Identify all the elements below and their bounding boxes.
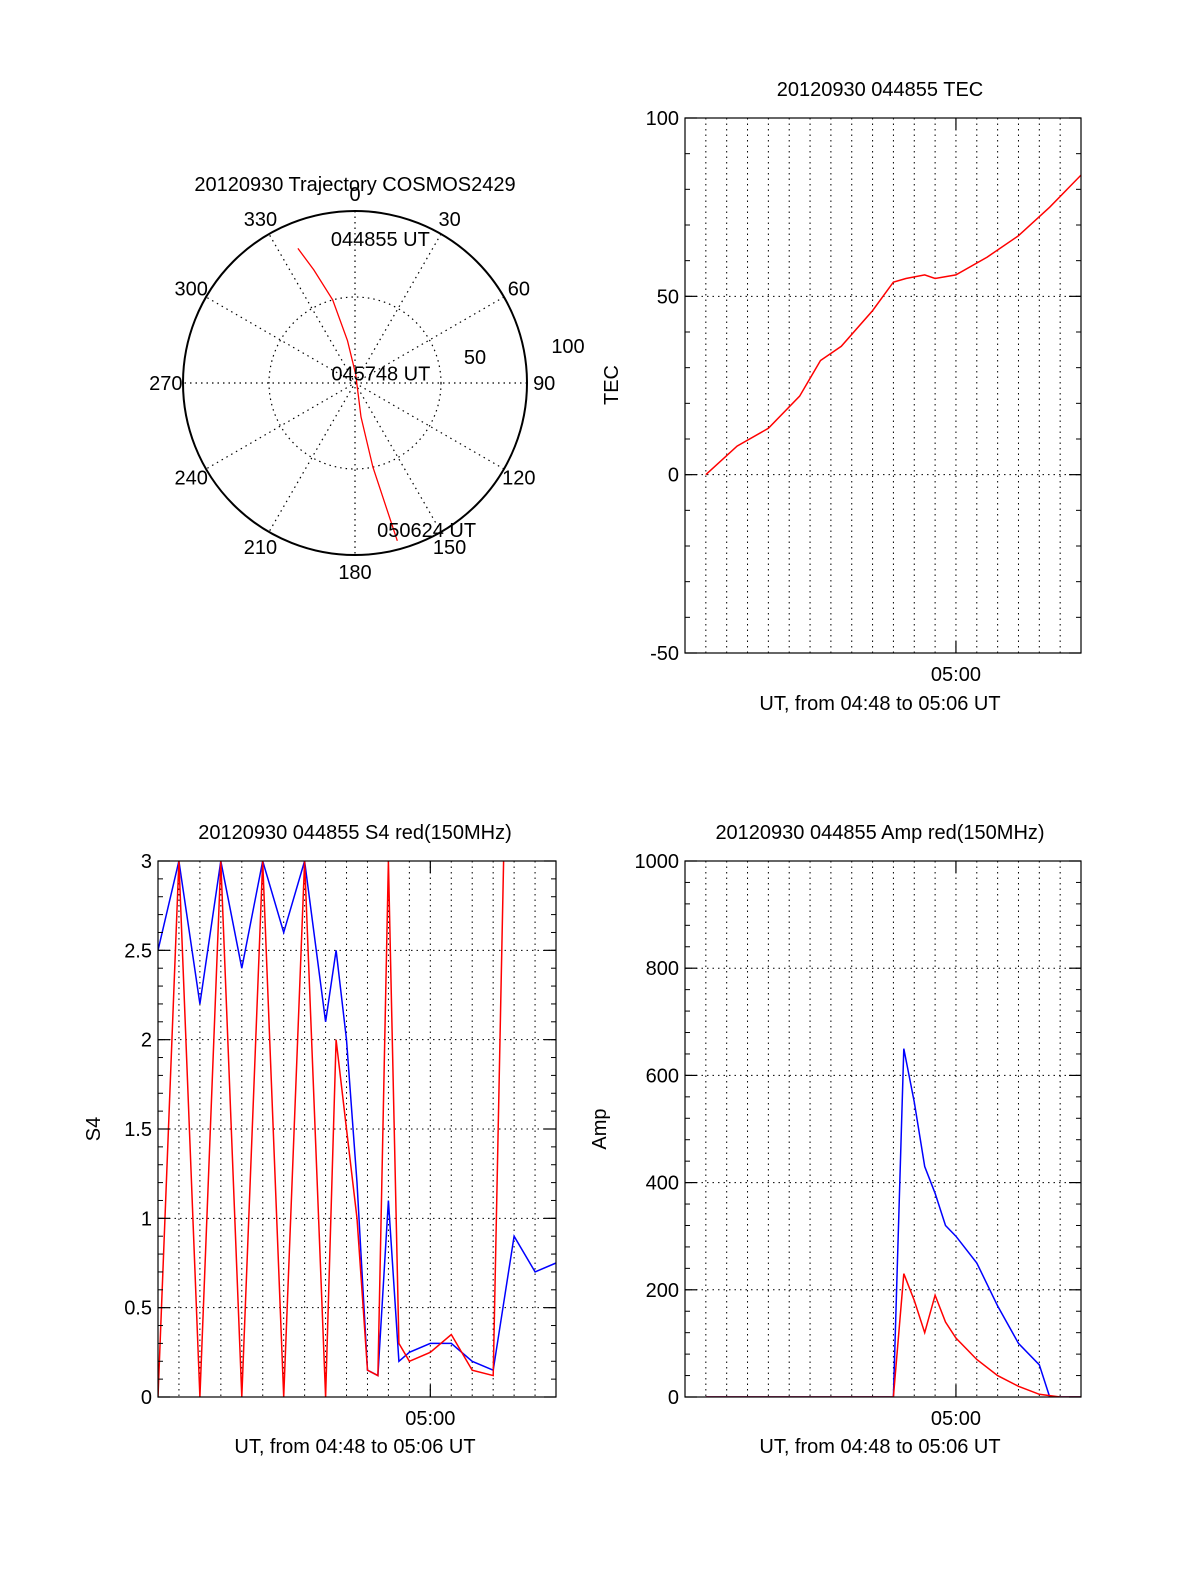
- amp-plot-area: 0 200 400 600 800 1000 05:00: [635, 851, 1082, 1430]
- tec-panel: 20120930 044855 TEC UT, from 04:48 to 05…: [601, 79, 1082, 715]
- y-tick-label: 100: [646, 108, 679, 130]
- polar-panel: 20120930 Trajectory COSMOS2429 0 30 60 90 12…: [149, 174, 585, 584]
- time-annotation: 045748 UT: [331, 364, 430, 386]
- y-tick-label: 2.5: [124, 940, 152, 962]
- y-tick-label: 400: [646, 1173, 679, 1195]
- y-tick-label: 200: [646, 1280, 679, 1302]
- tec-plot-area: -50 0 50 100 05:00: [646, 108, 1082, 686]
- y-tick-label: 1.5: [124, 1119, 152, 1141]
- angle-tick-label: 180: [338, 562, 371, 584]
- x-tick-label: 05:00: [405, 1408, 455, 1430]
- angle-tick-label: 30: [438, 209, 460, 231]
- y-tick-label: 800: [646, 958, 679, 980]
- angle-tick-label: 210: [244, 537, 277, 559]
- chart-title: 20120930 044855 Amp red(150MHz): [715, 822, 1044, 844]
- y-tick-label: 2: [141, 1030, 152, 1052]
- angle-tick-label: 240: [174, 468, 207, 490]
- time-annotation: 044855 UT: [331, 229, 430, 251]
- y-tick-label: 600: [646, 1065, 679, 1087]
- series-group: [158, 861, 556, 1397]
- y-tick-label: 0: [668, 1387, 679, 1409]
- radius-tick-label: 100: [551, 336, 584, 358]
- s4-panel: 20120930 044855 S4 red(150MHz) UT, from …: [83, 822, 557, 1458]
- x-axis-label: UT, from 04:48 to 05:06 UT: [234, 1436, 475, 1458]
- polar-series: [297, 248, 398, 542]
- y-tick-label: 0.5: [124, 1298, 152, 1320]
- radius-tick-label: 50: [464, 347, 486, 369]
- y-tick-label: -50: [650, 643, 679, 665]
- y-tick-label: 3: [141, 851, 152, 873]
- series-line: [158, 861, 556, 1377]
- series-line: [705, 1048, 1081, 1397]
- amp-panel: 20120930 044855 Amp red(150MHz) UT, from…: [589, 822, 1082, 1458]
- time-annotation: 050624 UT: [377, 520, 476, 542]
- s4-plot-area: 0 0.5 1 1.5 2 2.5 3 05:00: [124, 851, 557, 1430]
- y-tick-label: 0: [668, 465, 679, 487]
- polar-grid: [182, 210, 528, 556]
- x-tick-label: 05:00: [931, 1408, 981, 1430]
- angle-tick-label: 300: [174, 278, 207, 300]
- grid-spoke: [268, 233, 442, 533]
- trajectory-line: [297, 248, 398, 542]
- chart-title: 20120930 Trajectory COSMOS2429: [194, 174, 515, 196]
- angle-tick-label: 60: [508, 278, 530, 300]
- chart-title: 20120930 044855 TEC: [777, 79, 983, 101]
- chart-title: 20120930 044855 S4 red(150MHz): [198, 822, 512, 844]
- y-axis-label: S4: [83, 1117, 105, 1141]
- y-tick-label: 1: [141, 1208, 152, 1230]
- angle-tick-label: 90: [533, 373, 555, 395]
- y-tick-label: 1000: [635, 851, 680, 873]
- grid-ring-50: [268, 296, 442, 470]
- angle-tick-label: 150: [433, 537, 466, 559]
- y-tick-label: 50: [657, 286, 679, 308]
- polar-labels: 0 30 60 90 120 150 180 210 240 270 300 330 50 100 0448…: [149, 184, 585, 584]
- y-axis-label: TEC: [601, 365, 623, 405]
- x-axis-label: UT, from 04:48 to 05:06 UT: [759, 1436, 1000, 1458]
- series-group: [705, 1048, 1081, 1397]
- y-axis-label: Amp: [589, 1108, 611, 1149]
- plot-frame: [684, 860, 1082, 1398]
- series-group: [705, 174, 1081, 476]
- series-line: [158, 861, 505, 1397]
- angle-tick-label: 330: [244, 209, 277, 231]
- x-axis-label: UT, from 04:48 to 05:06 UT: [759, 693, 1000, 715]
- angle-tick-label: 0: [349, 184, 360, 206]
- angle-tick-label: 270: [149, 373, 182, 395]
- angle-tick-label: 120: [502, 468, 535, 490]
- series-line: [705, 174, 1081, 476]
- plot-frame: [684, 117, 1082, 654]
- series-line: [705, 1273, 1081, 1397]
- y-tick-label: 0: [141, 1387, 152, 1409]
- x-tick-label: 05:00: [931, 664, 981, 686]
